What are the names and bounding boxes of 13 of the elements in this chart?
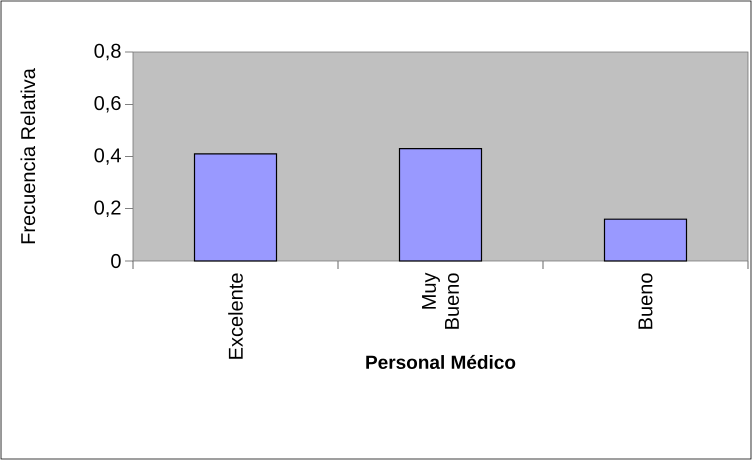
y-tick-label: 0,8 bbox=[94, 44, 121, 60]
y-tick-label: 0,2 bbox=[94, 200, 120, 217]
y-axis-title: Frecuencia Relativa bbox=[20, 68, 36, 244]
y-tick-label: 0,4 bbox=[94, 148, 121, 165]
x-tick-label: Bueno bbox=[638, 273, 652, 329]
bar bbox=[604, 218, 688, 262]
x-axis-title: Personal Médico bbox=[366, 354, 516, 369]
bar bbox=[194, 153, 278, 262]
x-tick-label: Muy Bueno bbox=[422, 272, 459, 329]
y-tick-label: 0 bbox=[111, 254, 121, 268]
bar bbox=[398, 148, 482, 262]
y-tick-label: 0,6 bbox=[94, 96, 121, 113]
x-tick-label: Excelente bbox=[228, 273, 243, 359]
